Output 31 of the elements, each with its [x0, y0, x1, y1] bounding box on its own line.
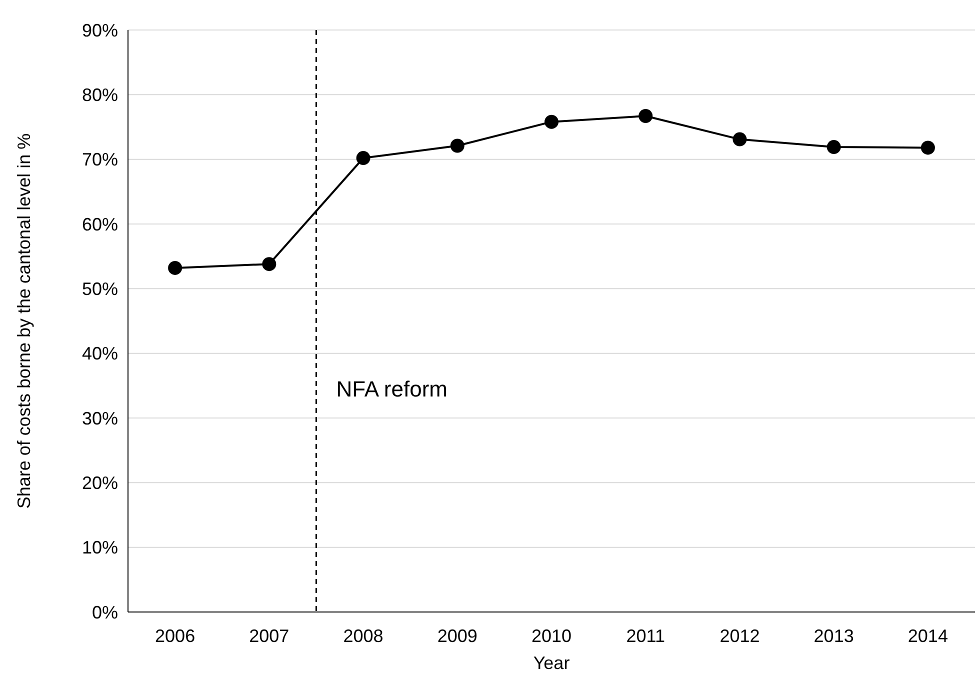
y-tick-label: 80%	[82, 84, 118, 105]
ref-line-label: NFA reform	[336, 376, 448, 402]
point	[356, 151, 370, 166]
x-tick-label: 2009	[437, 626, 478, 646]
x-tick-label: 2007	[249, 626, 290, 646]
point	[920, 140, 935, 155]
point	[826, 140, 841, 154]
x-tick-label: 2014	[908, 626, 948, 646]
y-tick-label: 0%	[92, 602, 118, 622]
point	[262, 257, 276, 272]
point	[450, 138, 464, 153]
x-tick-label: 2011	[626, 626, 665, 646]
point	[168, 260, 182, 275]
y-tick-label: 90%	[82, 20, 118, 40]
point	[638, 109, 653, 124]
x-tick-label: 2013	[814, 626, 854, 646]
x-tick-label: 2012	[720, 626, 760, 646]
y-tick-label: 40%	[82, 344, 118, 364]
point	[732, 132, 747, 146]
x-tick-label: 2010	[531, 626, 572, 646]
y-tick-label: 20%	[82, 472, 118, 493]
x-axis-title: Year	[533, 653, 570, 673]
y-tick-label: 70%	[82, 150, 118, 170]
y-tick-label: 30%	[82, 408, 118, 428]
y-tick-label: 50%	[82, 278, 118, 299]
y-axis-title: Share of costs borne by the cantonal level in %	[14, 133, 34, 509]
y-tick-label: 10%	[82, 538, 118, 558]
point	[544, 114, 558, 129]
x-tick-label: 2008	[343, 626, 384, 646]
x-tick-label: 2006	[155, 626, 196, 646]
y-tick-label: 60%	[82, 214, 118, 234]
